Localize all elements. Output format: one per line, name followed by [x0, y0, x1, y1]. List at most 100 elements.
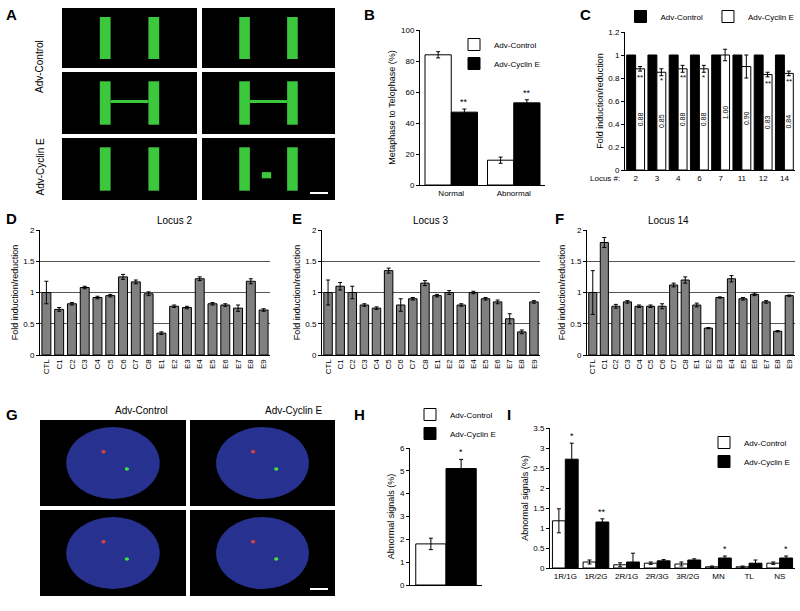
svg-text:0.83: 0.83 [764, 115, 771, 129]
svg-text:**: ** [523, 88, 531, 98]
svg-text:0.4: 0.4 [608, 120, 620, 129]
svg-text:E8: E8 [773, 359, 782, 369]
svg-text:E6: E6 [221, 359, 230, 369]
svg-text:0: 0 [577, 351, 582, 360]
svg-text:2: 2 [633, 174, 638, 183]
svg-text:I: I [507, 406, 511, 423]
svg-text:0.88: 0.88 [679, 113, 686, 127]
svg-text:E2: E2 [704, 359, 713, 369]
svg-text:E5: E5 [739, 359, 748, 369]
svg-text:1.5: 1.5 [305, 257, 317, 266]
svg-text:C4: C4 [635, 359, 644, 370]
svg-text:1: 1 [312, 288, 317, 297]
svg-text:C8: C8 [144, 359, 153, 370]
svg-text:*: * [784, 544, 788, 554]
svg-text:2: 2 [312, 226, 317, 235]
svg-text:Fold induction/reduction: Fold induction/reduction [10, 245, 20, 341]
svg-text:3: 3 [655, 174, 660, 183]
svg-text:Normal: Normal [438, 189, 464, 198]
svg-text:Adv-Cyclin E: Adv-Cyclin E [494, 60, 540, 69]
svg-text:0: 0 [615, 166, 620, 175]
svg-text:Adv-Cyclin E: Adv-Cyclin E [450, 430, 496, 439]
svg-text:Locus 14: Locus 14 [648, 215, 689, 226]
svg-text:3R/2G: 3R/2G [676, 572, 699, 581]
svg-text:6: 6 [697, 174, 702, 183]
svg-text:2: 2 [577, 226, 582, 235]
svg-text:1: 1 [540, 524, 545, 533]
svg-text:C4: C4 [372, 359, 381, 370]
svg-text:Adv-Cyclin E: Adv-Cyclin E [265, 405, 323, 416]
svg-text:0.8: 0.8 [608, 74, 620, 83]
svg-text:A: A [6, 6, 17, 23]
svg-text:C3: C3 [80, 359, 89, 370]
svg-text:1.5: 1.5 [570, 257, 582, 266]
svg-text:Locus 2: Locus 2 [157, 215, 192, 226]
svg-text:E4: E4 [469, 359, 478, 369]
svg-text:C2: C2 [611, 359, 620, 370]
svg-text:C4: C4 [93, 359, 102, 370]
svg-text:2: 2 [30, 226, 35, 235]
svg-text:Abnormal signals (%): Abnormal signals (%) [386, 474, 396, 560]
svg-text:0.5: 0.5 [305, 320, 317, 329]
svg-text:**: ** [680, 73, 686, 82]
svg-text:**: ** [460, 97, 468, 107]
svg-text:C3: C3 [623, 359, 632, 370]
svg-text:*: * [570, 431, 574, 441]
svg-text:Adv-Cyclin E: Adv-Cyclin E [35, 138, 46, 196]
svg-text:Fold induction/reduction: Fold induction/reduction [292, 245, 302, 341]
svg-text:0.6: 0.6 [608, 97, 620, 106]
svg-text:0.5: 0.5 [23, 320, 35, 329]
svg-text:C1: C1 [336, 359, 345, 370]
svg-text:C6: C6 [658, 359, 667, 370]
svg-text:*: * [660, 76, 663, 85]
svg-text:1: 1 [577, 288, 582, 297]
svg-text:E6: E6 [493, 359, 502, 369]
svg-text:C6: C6 [396, 359, 405, 370]
svg-text:1.5: 1.5 [533, 504, 545, 513]
svg-text:1.2: 1.2 [608, 28, 620, 37]
svg-text:E2: E2 [170, 359, 179, 369]
svg-text:0.90: 0.90 [743, 111, 750, 125]
svg-text:G: G [6, 406, 18, 423]
svg-text:C5: C5 [646, 359, 655, 370]
svg-text:H: H [354, 406, 365, 423]
svg-text:2: 2 [540, 484, 545, 493]
svg-text:C8: C8 [681, 359, 690, 370]
svg-text:D: D [6, 210, 17, 227]
svg-text:CTL: CTL [588, 359, 597, 375]
svg-text:40: 40 [405, 119, 414, 128]
svg-text:E7: E7 [762, 359, 771, 369]
svg-text:1: 1 [615, 51, 620, 60]
svg-text:**: ** [637, 73, 643, 82]
svg-text:0: 0 [400, 581, 405, 590]
svg-text:11: 11 [738, 174, 747, 183]
svg-text:80: 80 [405, 57, 414, 66]
svg-text:1: 1 [400, 558, 405, 567]
svg-text:1: 1 [30, 288, 35, 297]
svg-text:F: F [555, 210, 564, 227]
svg-text:E3: E3 [183, 359, 192, 369]
svg-text:Adv-Control: Adv-Control [450, 411, 492, 420]
svg-text:E9: E9 [259, 359, 268, 369]
svg-text:E: E [292, 210, 302, 227]
svg-text:E5: E5 [481, 359, 490, 369]
svg-text:0: 0 [30, 351, 35, 360]
svg-text:1.00: 1.00 [722, 106, 729, 120]
svg-text:0: 0 [540, 564, 545, 573]
svg-text:*: * [702, 73, 705, 82]
svg-text:C5: C5 [384, 359, 393, 370]
svg-text:MN: MN [712, 572, 725, 581]
svg-text:4: 4 [400, 489, 405, 498]
svg-text:C8: C8 [421, 359, 430, 370]
svg-text:E1: E1 [157, 359, 166, 369]
svg-text:20: 20 [405, 150, 414, 159]
svg-text:C7: C7 [131, 359, 140, 370]
svg-text:Abnormal: Abnormal [497, 189, 531, 198]
svg-text:E3: E3 [457, 359, 466, 369]
svg-text:0.2: 0.2 [608, 143, 620, 152]
svg-text:Fold induction/reduction: Fold induction/reduction [595, 53, 605, 149]
svg-text:0.88: 0.88 [700, 113, 707, 127]
svg-text:E7: E7 [505, 359, 514, 369]
svg-text:1R/1G: 1R/1G [554, 572, 577, 581]
svg-text:E2: E2 [445, 359, 454, 369]
